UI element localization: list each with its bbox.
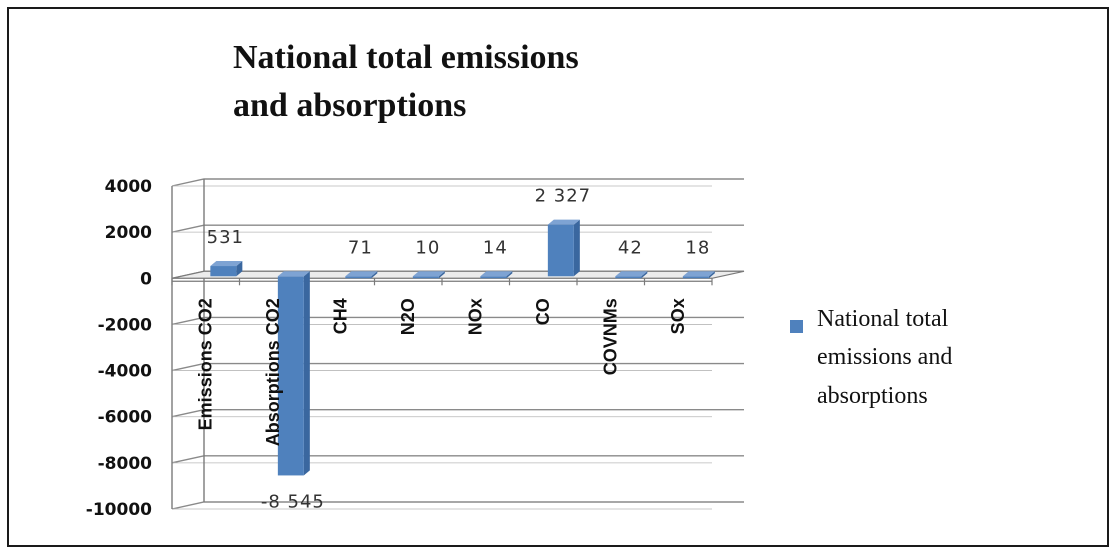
y-tick-label: 2000 xyxy=(105,223,152,243)
y-tick-label: -10000 xyxy=(86,500,152,520)
legend-label-line-3: absorptions xyxy=(817,383,928,409)
bar-top xyxy=(547,219,580,225)
bar-front xyxy=(210,266,237,277)
bar-top xyxy=(210,261,243,267)
data-label: 531 xyxy=(207,227,244,248)
bar xyxy=(547,219,580,277)
grid-lines xyxy=(171,178,745,510)
y-tick-label: -4000 xyxy=(98,362,153,382)
legend-label-line-1: National total xyxy=(817,306,949,332)
y-tick-label: -6000 xyxy=(98,408,153,428)
bar xyxy=(345,271,378,279)
bar-side xyxy=(641,271,648,279)
bar-side xyxy=(371,271,378,279)
data-label: 18 xyxy=(685,237,710,258)
bar-front xyxy=(682,276,709,279)
chart-canvas: National total emissions and absorptions… xyxy=(86,39,953,520)
gridline xyxy=(171,455,744,464)
data-label: 42 xyxy=(618,237,643,258)
bar-side xyxy=(708,271,715,279)
bar-side xyxy=(438,271,445,279)
category-label: N2O xyxy=(398,298,418,335)
bar xyxy=(682,271,715,279)
bar-top xyxy=(682,271,715,277)
data-label: 10 xyxy=(415,237,440,258)
data-label: 14 xyxy=(483,237,508,258)
gridline xyxy=(171,501,744,510)
bars xyxy=(210,219,715,476)
gridline xyxy=(171,224,744,233)
bar-front xyxy=(345,276,372,279)
category-label: NOx xyxy=(465,298,485,335)
y-tick-label: 0 xyxy=(140,269,152,289)
zero-floor xyxy=(171,270,745,279)
bar xyxy=(277,271,310,476)
bar-side xyxy=(303,271,310,476)
data-label: 2 327 xyxy=(535,186,592,207)
chart-title-line-1: National total emissions xyxy=(233,39,579,76)
bar-front xyxy=(277,276,304,476)
bar xyxy=(480,271,513,279)
chart-title: National total emissions and absorptions xyxy=(233,39,579,124)
y-axis-ticks: 4000 2000 0 -2000 -4000 -6000 -8000 -10000 xyxy=(86,177,152,520)
bar-top xyxy=(277,271,310,277)
bar-side xyxy=(236,261,243,277)
y-tick-label: -8000 xyxy=(98,454,153,474)
gridline xyxy=(171,178,744,187)
bar-top xyxy=(412,271,445,277)
bar-front xyxy=(547,224,574,277)
bar-side xyxy=(506,271,513,279)
category-label: Emissions CO2 xyxy=(195,298,215,430)
category-labels: Emissions CO2 Absorptions CO2 CH4 N2O NOx CO C… xyxy=(195,298,687,446)
category-label: SOx xyxy=(668,298,688,334)
bar-front xyxy=(412,276,439,279)
category-label: CH4 xyxy=(330,298,350,334)
category-label: COVNMs xyxy=(600,298,620,375)
bar-side xyxy=(573,219,580,277)
bar-top xyxy=(480,271,513,277)
y-tick-label: -2000 xyxy=(98,315,153,335)
category-label: Absorptions CO2 xyxy=(263,298,283,446)
gridline xyxy=(171,316,744,326)
gridline xyxy=(171,362,744,372)
bar-front xyxy=(480,276,507,279)
bar-top xyxy=(345,271,378,277)
legend: National total emissions and absorptions xyxy=(790,306,952,409)
bar-front xyxy=(615,276,642,279)
y-tick-label: 4000 xyxy=(105,177,152,197)
bar xyxy=(210,261,243,277)
data-labels: 531 -8 545 71 10 14 2 327 42 18 xyxy=(207,186,710,513)
data-label: -8 545 xyxy=(261,491,325,512)
category-label: CO xyxy=(533,298,553,325)
bar xyxy=(615,271,648,279)
legend-label-line-2: emissions and xyxy=(817,344,952,370)
bar-top xyxy=(615,271,648,277)
chart-title-line-2: and absorptions xyxy=(233,87,466,124)
legend-swatch xyxy=(790,320,803,333)
bar xyxy=(412,271,445,279)
data-label: 71 xyxy=(348,237,373,258)
gridline xyxy=(171,409,744,418)
